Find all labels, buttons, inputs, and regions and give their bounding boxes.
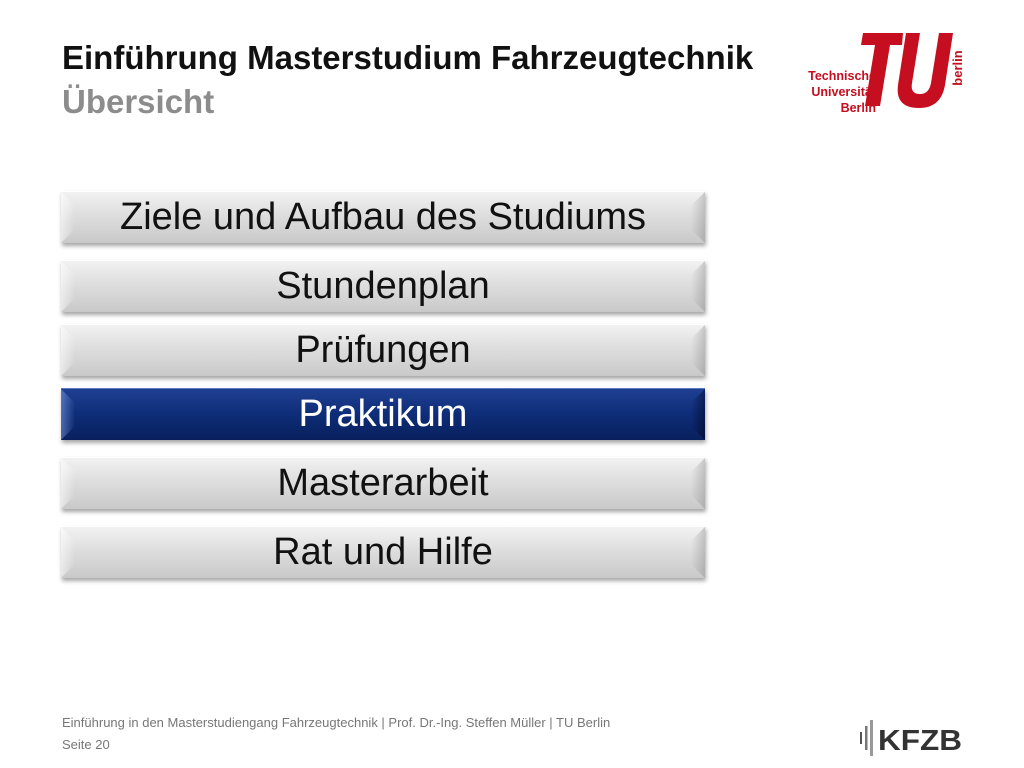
kfzb-logo: KFZB: [860, 720, 962, 757]
menu-item-label: Prüfungen: [295, 329, 471, 371]
menu-item-stundenplan[interactable]: Stundenplan: [61, 260, 705, 312]
menu-item-ziele[interactable]: Ziele und Aufbau des Studiums: [61, 191, 705, 243]
svg-text:berlin: berlin: [950, 50, 965, 85]
menu-item-pruefungen[interactable]: Prüfungen: [61, 324, 705, 376]
menu-item-rat-und-hilfe[interactable]: Rat und Hilfe: [61, 526, 705, 578]
menu-item-label: Stundenplan: [276, 265, 490, 307]
tu-berlin-logo: berlin: [861, 33, 965, 108]
slide-title: Einführung Masterstudium Fahrzeugtechnik: [62, 39, 754, 76]
page-number: Seite 20: [62, 737, 110, 752]
logo-line-3: Berlin: [840, 101, 876, 115]
logo-line-2: Universität: [811, 85, 876, 99]
menu-item-praktikum[interactable]: Praktikum: [61, 388, 705, 440]
tu-berlin-wordmark: Technische Universität Berlin: [808, 68, 876, 116]
logo-line-1: Technische: [808, 69, 876, 83]
menu-item-label: Ziele und Aufbau des Studiums: [119, 196, 646, 238]
menu-item-label: Rat und Hilfe: [273, 531, 493, 573]
menu-item-label: Masterarbeit: [277, 462, 489, 504]
slide-subtitle: Übersicht: [62, 83, 215, 120]
svg-text:KFZB: KFZB: [878, 725, 962, 757]
menu-item-masterarbeit[interactable]: Masterarbeit: [61, 457, 705, 509]
menu-item-label: Praktikum: [298, 393, 468, 435]
footer-text: Einführung in den Masterstudiengang Fahr…: [62, 715, 611, 730]
